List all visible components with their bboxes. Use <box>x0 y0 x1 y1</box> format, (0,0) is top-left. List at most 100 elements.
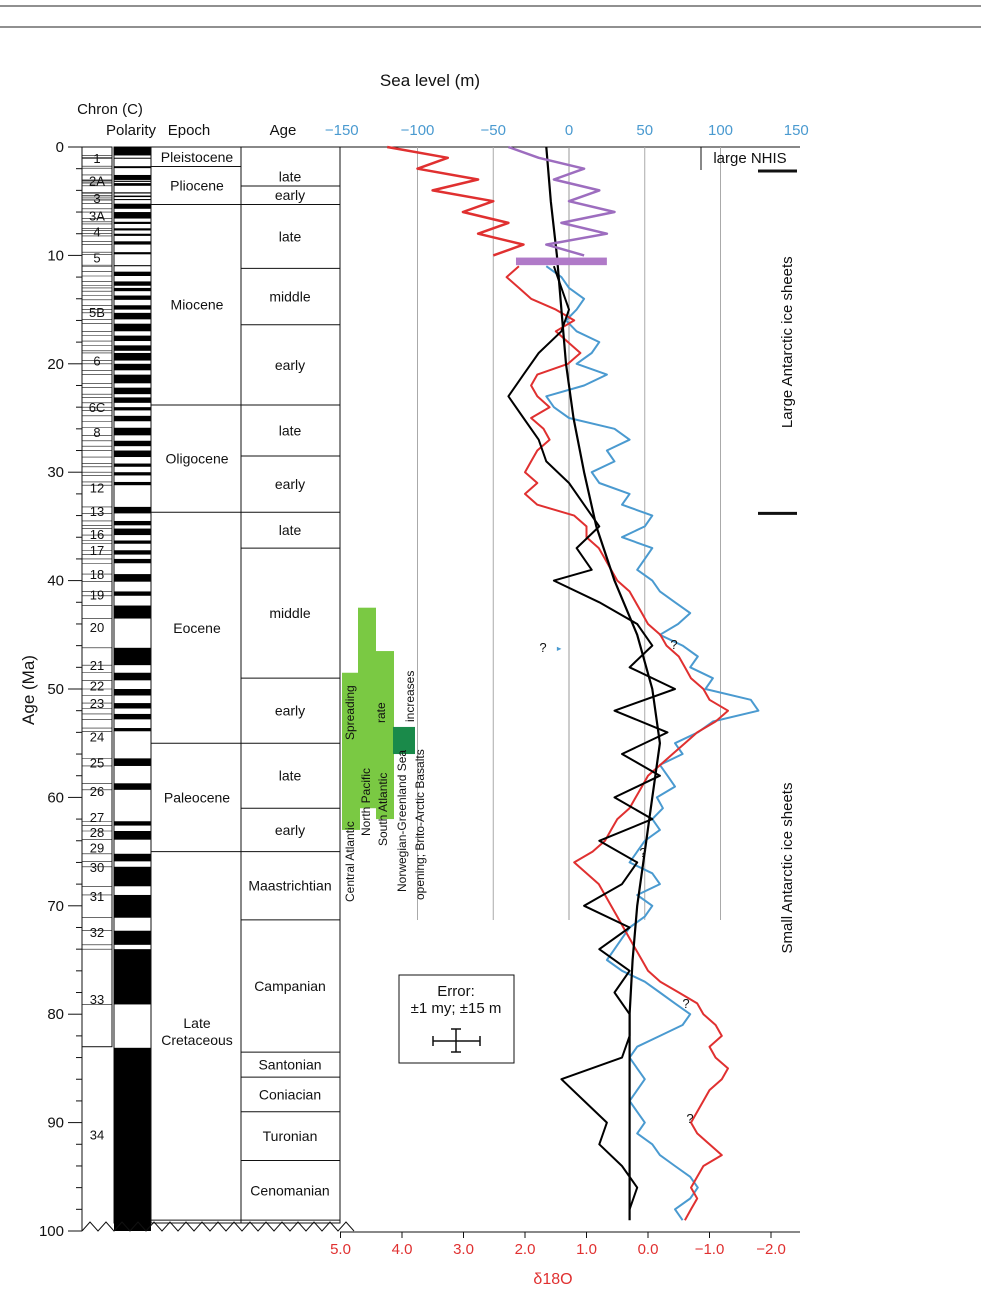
chron-label: 25 <box>90 756 104 771</box>
y-tick-label: 40 <box>47 573 64 590</box>
polarity-normal-band <box>114 295 151 300</box>
blue-marker <box>556 646 562 652</box>
sea-level-title: Sea level (m) <box>380 71 480 90</box>
polarity-normal-band <box>114 930 151 945</box>
polarity-normal-band <box>114 689 151 696</box>
chron-label: 30 <box>90 860 104 875</box>
sea-level-tick-label: 150 <box>784 122 809 139</box>
polarity-normal-band <box>114 758 151 766</box>
series-line <box>507 265 676 1210</box>
chron-label: 28 <box>90 825 104 840</box>
chron-label: 6 <box>93 354 100 369</box>
purple-band <box>515 257 607 266</box>
chron-label: 27 <box>90 810 104 825</box>
polarity-normal-band <box>114 157 151 159</box>
spreading-label: South Atlantic <box>376 773 390 846</box>
age-label: Turonian <box>263 1128 318 1144</box>
polarity-normal-band <box>114 363 151 371</box>
axis-break <box>81 1221 355 1232</box>
polarity-normal-band <box>114 463 151 467</box>
error-box: Error: ±1 my; ±15 m <box>398 974 515 1064</box>
d18o-axis-label: δ18O <box>533 1271 572 1288</box>
polarity-header: Polarity <box>106 122 157 139</box>
chron-label: 5B <box>89 305 105 320</box>
y-tick-label: 70 <box>47 898 64 915</box>
sea-level-tick-label: 100 <box>708 122 733 139</box>
chron-label: 2A <box>89 174 105 189</box>
age-label: late <box>279 768 302 784</box>
chron-label: 16 <box>90 527 104 542</box>
spreading-word: increases <box>403 671 417 722</box>
age-label: middle <box>269 289 310 305</box>
ice-label-small: Small Antarctic ice sheets <box>779 783 796 954</box>
polarity-normal-band <box>114 174 151 180</box>
epoch-label: Miocene <box>171 297 224 313</box>
polarity-normal-band <box>114 831 151 840</box>
polarity-normal-band <box>114 265 151 267</box>
polarity-normal-band <box>114 233 151 236</box>
sea-level-tick-label: −50 <box>481 122 506 139</box>
chron-label: 26 <box>90 784 104 799</box>
sea-level-tick-label: 0 <box>565 122 573 139</box>
age-label: Santonian <box>258 1057 321 1073</box>
age-label: early <box>275 703 305 719</box>
epoch-label: Pliocene <box>170 177 224 193</box>
spreading-label: Central Atlantic <box>343 821 357 902</box>
chron-label: 32 <box>90 925 104 940</box>
chron-label: 24 <box>90 730 104 745</box>
chron-label: 4 <box>93 225 100 240</box>
chron-label: 19 <box>90 588 104 603</box>
polarity-normal-band <box>114 221 151 224</box>
d18o-tick-label: 3.0 <box>453 1241 474 1258</box>
polarity-normal-band <box>114 228 151 231</box>
polarity-normal-band <box>114 783 151 790</box>
polarity-normal-band <box>114 352 151 361</box>
question-mark-4: ? <box>682 996 689 1011</box>
polarity-normal-band <box>114 345 151 351</box>
polarity-normal-band <box>114 287 151 292</box>
age-label: early <box>275 187 305 203</box>
polarity-normal-band <box>114 147 151 156</box>
polarity-normal-band <box>114 312 151 320</box>
polarity-normal-band <box>114 550 151 555</box>
chron-label: 22 <box>90 679 104 694</box>
d18o-tick-label: −2.0 <box>756 1241 786 1258</box>
polarity-normal-band <box>114 415 151 422</box>
sea-level-tick-label: −150 <box>325 122 359 139</box>
sea-level-tick-label: −100 <box>401 122 435 139</box>
chron-label: 18 <box>90 567 104 582</box>
polarity-normal-band <box>114 203 151 209</box>
polarity-normal-band <box>114 949 151 1005</box>
question-mark-3: ? <box>639 845 646 860</box>
ice-label-large: Large Antarctic ice sheets <box>779 256 796 428</box>
polarity-normal-band <box>114 591 151 596</box>
spreading-bar <box>376 651 394 820</box>
age-label: Cenomanian <box>250 1182 329 1198</box>
y-tick-label: 80 <box>47 1006 64 1023</box>
sea-level-axis: −150 −100 −50 0 50 100 150 <box>325 122 809 139</box>
polarity-normal-band <box>114 374 151 384</box>
chron-label: 3 <box>93 191 100 206</box>
polarity-normal-band <box>114 506 151 514</box>
polarity-normal-band <box>114 703 151 709</box>
spreading-bar <box>342 672 360 830</box>
polarity-normal-band <box>114 558 151 564</box>
error-title: Error: <box>437 983 475 1000</box>
chron-label: 20 <box>90 620 104 635</box>
age-label: Maastrichtian <box>248 878 331 894</box>
y-tick-label: 90 <box>47 1115 64 1132</box>
series-line <box>386 145 525 257</box>
chron-label: 21 <box>90 658 104 673</box>
plot-frame <box>340 146 800 1233</box>
age-label: middle <box>269 605 310 621</box>
epoch-label: Paleocene <box>164 789 230 805</box>
polarity-normal-band <box>114 728 151 732</box>
chron-label: 17 <box>90 543 104 558</box>
polarity-normal-band <box>114 387 151 395</box>
chron-label: 31 <box>90 889 104 904</box>
ice-sheet-column: large NHIS Large Antarctic ice sheets Smal… <box>700 147 797 954</box>
polarity-normal-band <box>114 866 151 887</box>
series-line <box>505 265 729 1221</box>
chron-label: 13 <box>90 504 104 519</box>
